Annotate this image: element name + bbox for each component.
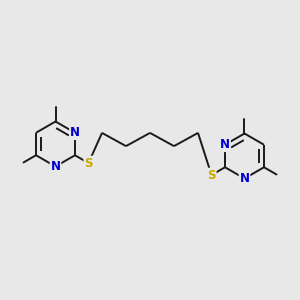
Text: S: S (84, 157, 93, 169)
Text: N: N (50, 160, 61, 173)
Text: S: S (207, 169, 216, 182)
Text: N: N (220, 138, 230, 151)
Text: N: N (70, 126, 80, 139)
Text: N: N (239, 172, 250, 185)
